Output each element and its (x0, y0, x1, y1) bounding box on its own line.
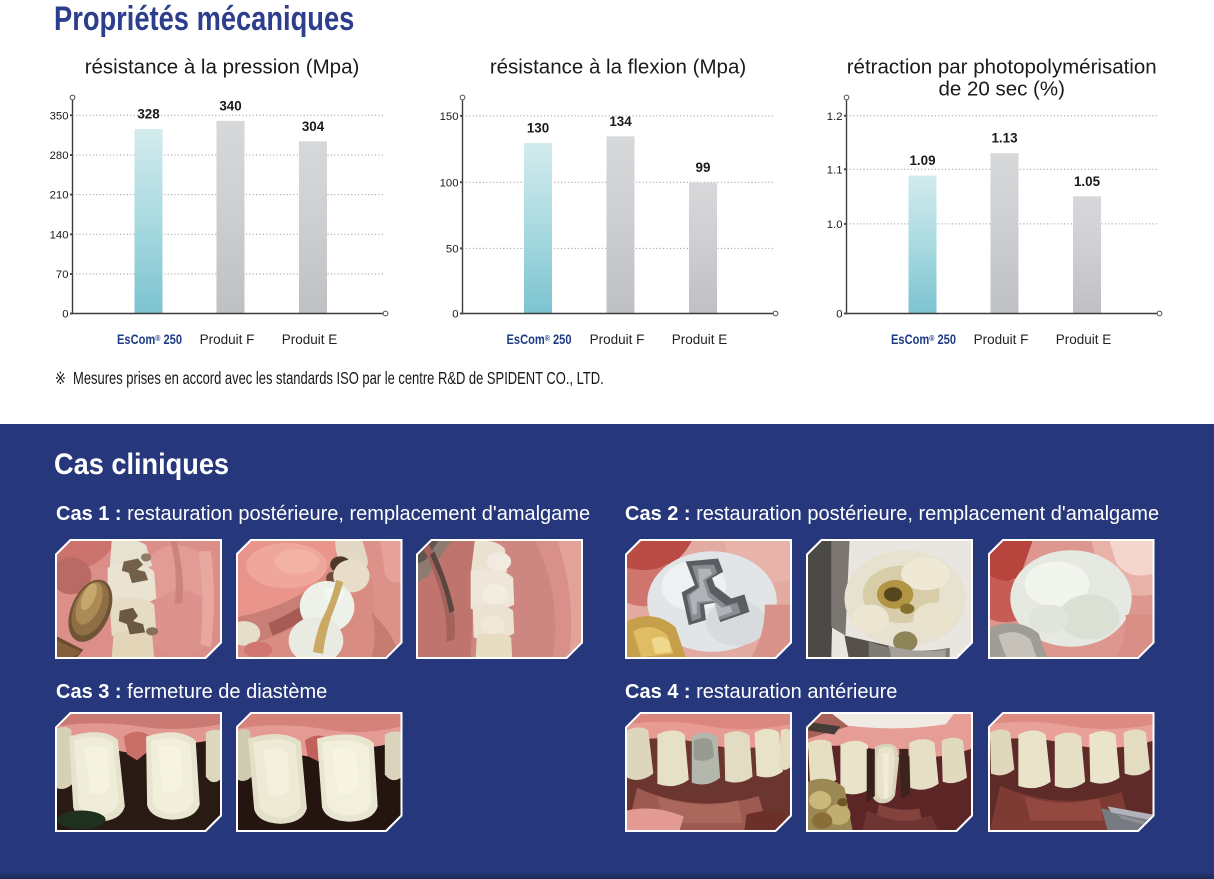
svg-text:0: 0 (452, 309, 458, 321)
svg-text:Produit F: Produit F (590, 332, 645, 347)
svg-text:résistance à la pression (Mpa): résistance à la pression (Mpa) (85, 55, 360, 78)
svg-text:340: 340 (219, 98, 241, 113)
svg-text:134: 134 (609, 114, 632, 129)
svg-text:304: 304 (302, 119, 325, 134)
svg-text:1.05: 1.05 (1074, 174, 1101, 189)
svg-text:70: 70 (56, 269, 69, 281)
svg-text:rétraction par photopolymérisa: rétraction par photopolymérisation (847, 55, 1157, 78)
svg-text:280: 280 (50, 150, 69, 162)
svg-text:1.0: 1.0 (827, 219, 843, 231)
svg-text:EsCom® 250: EsCom® 250 (117, 332, 182, 347)
svg-text:50: 50 (446, 244, 459, 256)
svg-text:résistance à la flexion (Mpa): résistance à la flexion (Mpa) (490, 55, 746, 78)
svg-text:Produit F: Produit F (974, 332, 1029, 347)
svg-text:EsCom® 250: EsCom® 250 (891, 332, 956, 347)
svg-text:130: 130 (527, 120, 549, 135)
svg-text:99: 99 (696, 160, 711, 175)
svg-text:Produit E: Produit E (1056, 332, 1112, 347)
svg-text:EsCom® 250: EsCom® 250 (507, 332, 572, 347)
svg-text:1.1: 1.1 (827, 164, 843, 176)
svg-text:140: 140 (50, 229, 69, 241)
svg-text:328: 328 (137, 107, 160, 122)
svg-text:0: 0 (62, 309, 68, 321)
svg-text:de 20 sec (%): de 20 sec (%) (938, 78, 1064, 101)
svg-text:1.2: 1.2 (827, 111, 843, 123)
svg-text:350: 350 (50, 110, 69, 122)
svg-text:1.13: 1.13 (991, 131, 1017, 146)
svg-text:Produit E: Produit E (282, 332, 338, 347)
svg-text:1.09: 1.09 (909, 153, 935, 168)
svg-text:100: 100 (440, 177, 459, 189)
svg-text:Produit E: Produit E (672, 332, 728, 347)
svg-text:0: 0 (836, 309, 842, 321)
svg-text:Produit F: Produit F (200, 332, 255, 347)
svg-text:150: 150 (440, 111, 459, 123)
svg-text:210: 210 (50, 190, 69, 202)
